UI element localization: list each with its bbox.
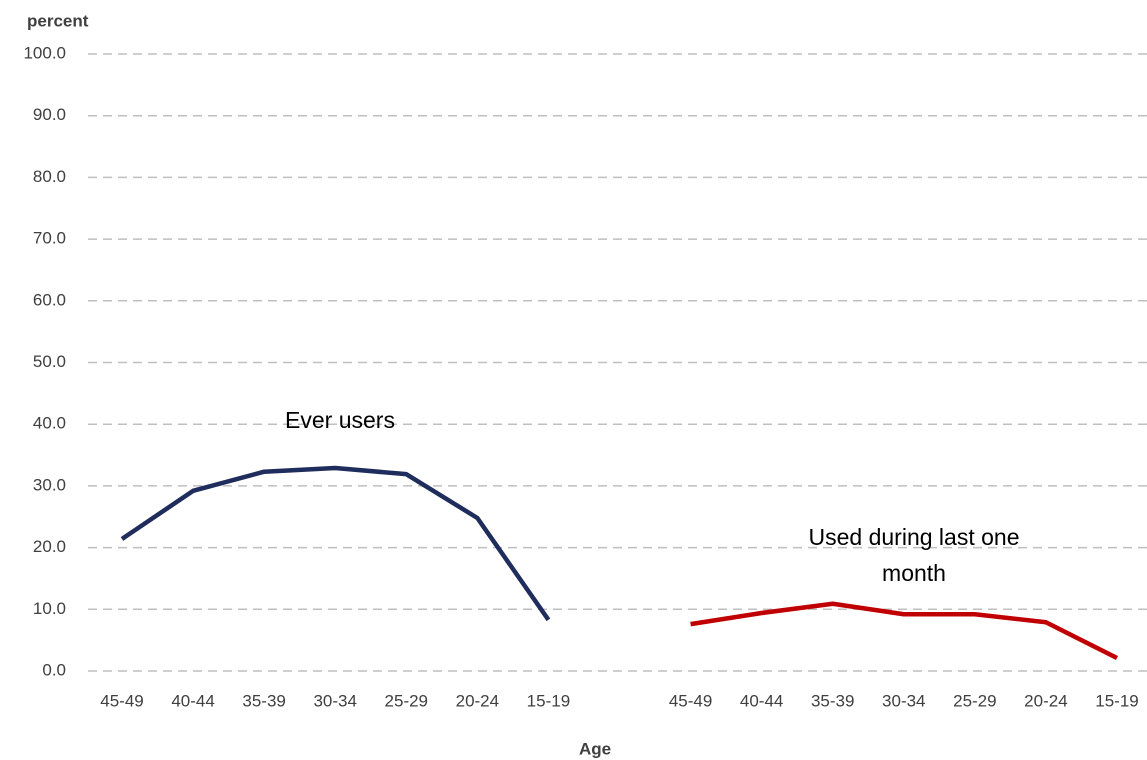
x-tick-label: 20-24 [456,691,499,710]
x-tick-label: 15-19 [527,691,570,710]
y-tick-label: 0.0 [42,660,66,679]
x-tick-label: 35-39 [242,691,285,710]
x-tick-label: 20-24 [1024,691,1067,710]
x-tick-label: 25-29 [953,691,996,710]
y-tick-label: 40.0 [33,414,66,433]
x-tick-label: 30-34 [882,691,925,710]
y-tick-label: 60.0 [33,290,66,309]
series-annotation: Ever users [285,407,395,433]
x-tick-label: 45-49 [100,691,143,710]
y-axis-label: percent [27,11,89,30]
x-tick-label: 35-39 [811,691,854,710]
y-tick-label: 80.0 [33,167,66,186]
y-tick-label: 30.0 [33,475,66,494]
x-axis-label: Age [579,739,611,758]
series-line [690,601,1119,661]
y-tick-label: 50.0 [33,352,66,371]
series-annotation: Used during last one month [808,524,1020,586]
y-tick-label: 100.0 [23,43,66,62]
y-tick-label: 10.0 [33,599,66,618]
y-tick-label: 70.0 [33,229,66,248]
x-tick-label: 40-44 [740,691,783,710]
x-tick-label: 25-29 [385,691,428,710]
x-tick-label: 15-19 [1095,691,1138,710]
x-tick-label: 30-34 [313,691,356,710]
x-tick-label: 45-49 [669,691,712,710]
y-tick-label: 90.0 [33,105,66,124]
x-tick-label: 40-44 [171,691,214,710]
series-line [120,465,551,622]
y-tick-label: 20.0 [33,537,66,556]
